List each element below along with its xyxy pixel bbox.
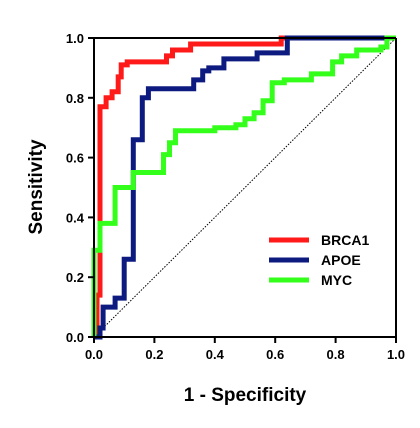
reference-diagonal-layer [93,37,397,338]
legend-label-myc: MYC [321,272,352,288]
y-tick-label: 1.0 [66,31,84,46]
reference-diagonal-line [93,37,397,338]
y-tick-label: 0.6 [66,151,84,166]
series-line-myc [91,35,396,337]
series-line-apoe [94,35,396,340]
x-tick-label: 0.8 [327,347,345,362]
x-tick-label: 0.6 [266,347,284,362]
y-tick-label: 0.2 [66,270,84,285]
x-tick-label: 0.4 [206,347,225,362]
x-axis-title: 1 - Specificity [184,385,307,406]
axes-layer: 0.0 0.2 0.4 0.6 0.8 1.0 0.0 0.2 0.4 0.6 0.8 1.0 [66,31,405,362]
legend-label-apoe: APOE [321,252,361,268]
y-tick-label: 0.4 [66,210,85,225]
series-line-brca1 [94,35,396,340]
x-tick-label: 0.2 [145,347,163,362]
y-tick-label: 0.8 [66,91,84,106]
legend: BRCA1 APOE MYC [269,232,369,288]
x-tick-label: 0.0 [85,347,103,362]
x-tick-label: 1.0 [387,347,405,362]
y-axis-title: Sensitivity [26,139,47,234]
y-tick-label: 0.0 [66,330,84,345]
series-layer [91,35,396,340]
legend-label-brca1: BRCA1 [321,232,369,248]
